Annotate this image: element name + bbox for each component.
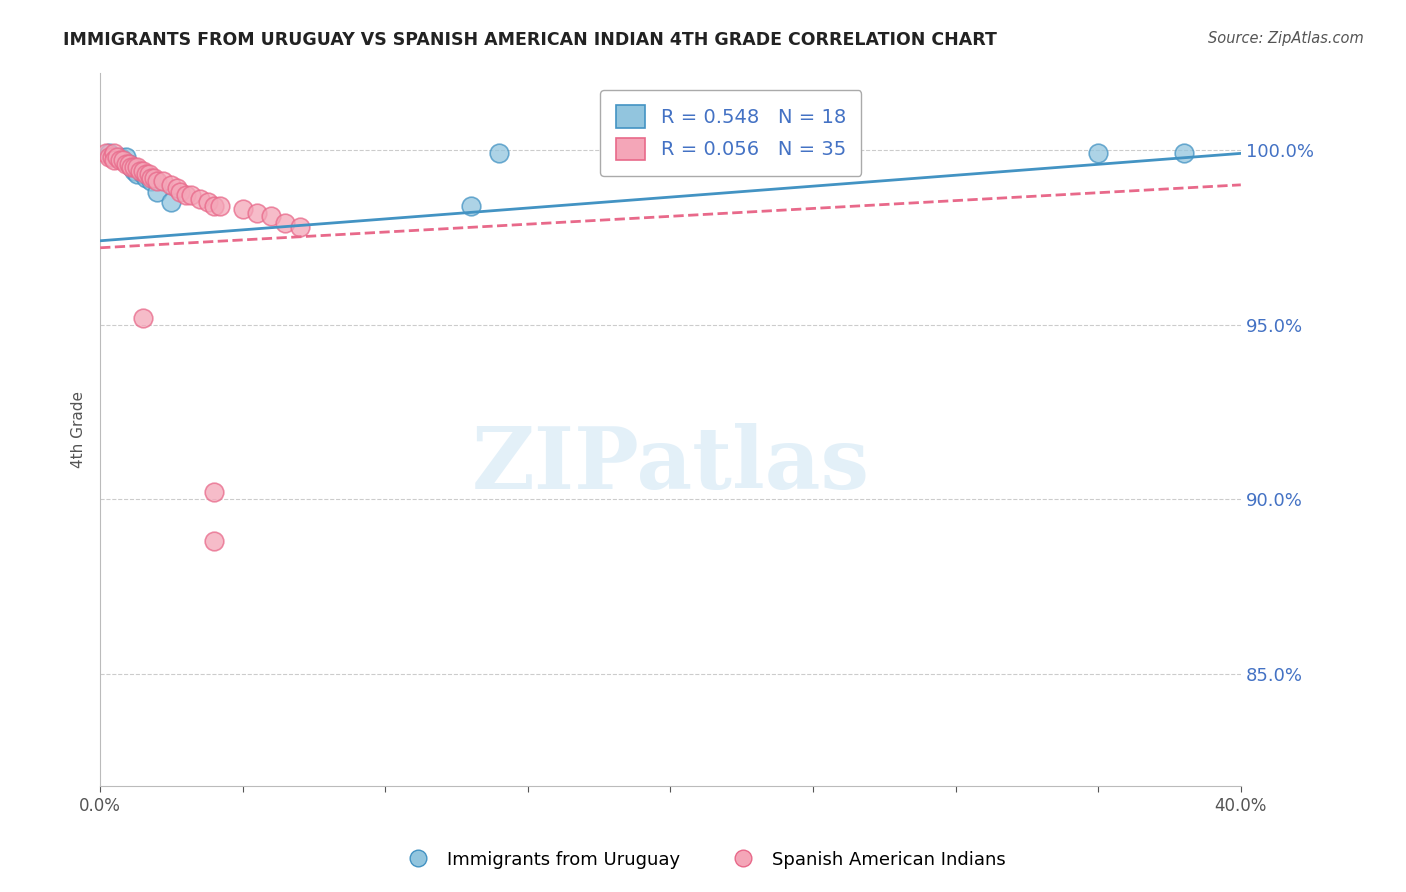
Point [174, 188, 197, 202]
Point [121, 161, 143, 175]
Point [202, 534, 225, 549]
Point [132, 167, 155, 181]
Point [97, 150, 120, 164]
Point [260, 210, 283, 224]
Text: ZIPatlas: ZIPatlas [471, 423, 869, 508]
Point [246, 206, 269, 220]
Point [1087, 146, 1109, 161]
Point [274, 216, 297, 230]
Point [103, 153, 125, 168]
Point [108, 150, 131, 164]
Point [97, 146, 120, 161]
Point [208, 199, 231, 213]
Point [114, 157, 136, 171]
Point [100, 150, 122, 164]
Point [129, 164, 152, 178]
Point [202, 199, 225, 213]
Point [188, 192, 211, 206]
Point [166, 181, 188, 195]
Point [108, 153, 131, 168]
Point [132, 164, 155, 178]
Point [124, 164, 146, 178]
Point [197, 195, 219, 210]
Point [117, 157, 139, 171]
Point [1173, 146, 1195, 161]
Point [132, 310, 155, 325]
Point [202, 485, 225, 500]
Point [141, 174, 163, 188]
Point [232, 202, 254, 217]
Point [152, 174, 174, 188]
Point [460, 199, 482, 213]
Legend: Immigrants from Uruguay, Spanish American Indians: Immigrants from Uruguay, Spanish America… [392, 844, 1014, 876]
Point [114, 150, 136, 164]
Point [127, 167, 149, 181]
Legend: R = 0.548   N = 18, R = 0.056   N = 35: R = 0.548 N = 18, R = 0.056 N = 35 [600, 90, 862, 176]
Point [138, 167, 160, 181]
Point [180, 188, 202, 202]
Point [124, 161, 146, 175]
Point [103, 146, 125, 161]
Point [141, 170, 163, 185]
Point [488, 146, 510, 161]
Point [103, 150, 125, 164]
Point [160, 195, 183, 210]
Point [111, 153, 134, 168]
Point [288, 219, 311, 234]
Point [135, 170, 157, 185]
Point [127, 161, 149, 175]
Point [160, 178, 183, 192]
Point [111, 153, 134, 168]
Point [105, 150, 128, 164]
Y-axis label: 4th Grade: 4th Grade [72, 391, 86, 468]
Point [143, 170, 166, 185]
Point [117, 157, 139, 171]
Text: Source: ZipAtlas.com: Source: ZipAtlas.com [1208, 31, 1364, 46]
Text: IMMIGRANTS FROM URUGUAY VS SPANISH AMERICAN INDIAN 4TH GRADE CORRELATION CHART: IMMIGRANTS FROM URUGUAY VS SPANISH AMERI… [63, 31, 997, 49]
Point [146, 174, 169, 188]
Point [121, 161, 143, 175]
Point [94, 146, 117, 161]
Point [146, 185, 169, 199]
Point [169, 185, 191, 199]
Point [135, 167, 157, 181]
